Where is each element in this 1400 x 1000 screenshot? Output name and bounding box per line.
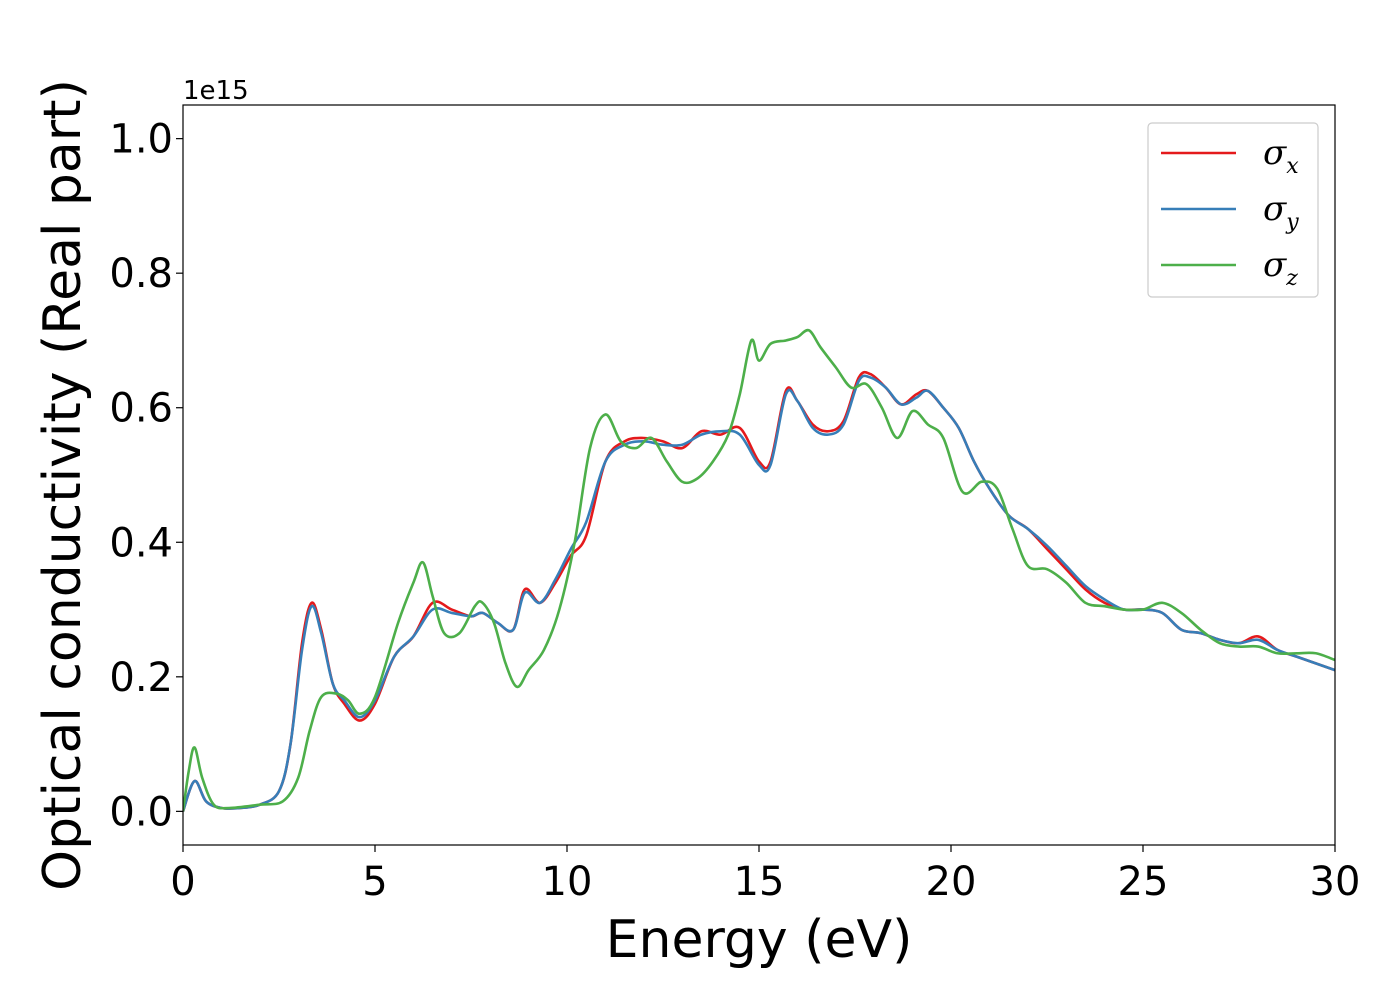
y-axis-offset-label: 1e15	[183, 76, 249, 106]
plot-lines	[183, 328, 1335, 812]
x-tick-label: 5	[362, 859, 387, 905]
x-tick-label: 25	[1118, 859, 1169, 905]
y-tick-label: 1.0	[109, 117, 173, 163]
y-tick-label: 0.6	[109, 386, 173, 432]
y-tick-label: 0.2	[109, 655, 173, 701]
series-line-sigma-z	[183, 328, 1335, 812]
y-tick-label: 0.4	[109, 520, 173, 566]
y-tick-label: 0.8	[109, 251, 173, 297]
x-axis-label: Energy (eV)	[606, 910, 913, 970]
y-tick-label: 0.0	[109, 789, 173, 835]
x-tick-label: 0	[170, 859, 195, 905]
x-axis-ticks: 0 5 10 15 20 25 30	[170, 845, 1360, 905]
y-axis-ticks: 0.0 0.2 0.4 0.6 0.8 1.0	[109, 117, 183, 835]
x-tick-label: 20	[926, 859, 977, 905]
x-tick-label: 15	[734, 859, 785, 905]
y-axis-label: Optical conductivity (Real part)	[33, 79, 93, 891]
x-tick-label: 10	[542, 859, 593, 905]
x-tick-label: 30	[1310, 859, 1361, 905]
